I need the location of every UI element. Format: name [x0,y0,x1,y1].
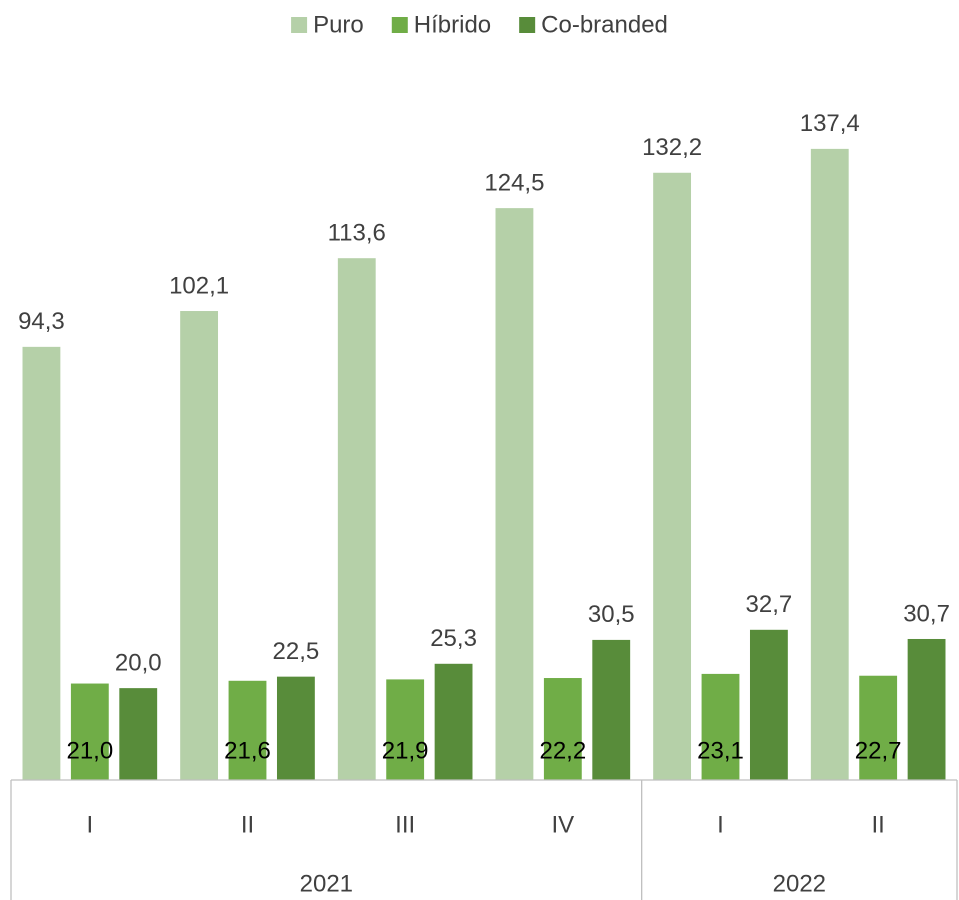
x-tick-label: III [395,811,415,838]
data-label: 21,9 [382,737,429,764]
bar [180,311,219,780]
data-label: 23,1 [697,737,744,764]
x-tick-label: I [86,811,93,838]
legend-swatch [519,17,536,33]
bar [907,638,946,780]
data-label: 22,7 [855,737,902,764]
bar [228,680,267,780]
data-label: 22,2 [539,737,586,764]
data-label: 102,1 [169,272,229,299]
bar [543,678,582,780]
data-label: 124,5 [484,169,544,196]
data-label: 21,6 [224,737,271,764]
bar [119,688,158,780]
data-label: 21,0 [66,737,113,764]
bar [859,675,898,780]
data-label: 132,2 [642,134,702,161]
group-label: 2022 [773,870,826,897]
data-label: 20,0 [115,649,162,676]
legend-swatch [291,17,308,33]
bar [70,683,109,780]
bar [810,148,849,781]
bar [592,639,631,780]
x-tick-label: I [717,811,724,838]
legend-swatch [391,17,408,33]
legend-label: Puro [313,11,364,38]
bar [495,208,534,780]
bar [337,258,376,780]
bar [22,346,61,780]
data-label: 113,6 [328,220,386,247]
data-label: 30,5 [588,601,635,628]
bar [701,673,740,780]
x-tick-label: II [871,811,884,838]
data-label: 94,3 [18,308,65,335]
bar [386,679,425,780]
data-label: 32,7 [746,591,793,618]
legend-label: Co-branded [541,11,668,38]
bar [434,663,473,780]
bar [653,172,692,780]
bar [749,629,788,780]
data-label: 137,4 [800,110,860,137]
x-tick-label: II [241,811,254,838]
data-label: 25,3 [430,625,477,652]
bar [276,676,315,780]
data-label: 30,7 [903,600,950,627]
group-label: 2021 [300,870,353,897]
legend-label: Híbrido [414,11,491,38]
data-label: 22,5 [273,638,320,665]
x-tick-label: IV [551,811,574,838]
